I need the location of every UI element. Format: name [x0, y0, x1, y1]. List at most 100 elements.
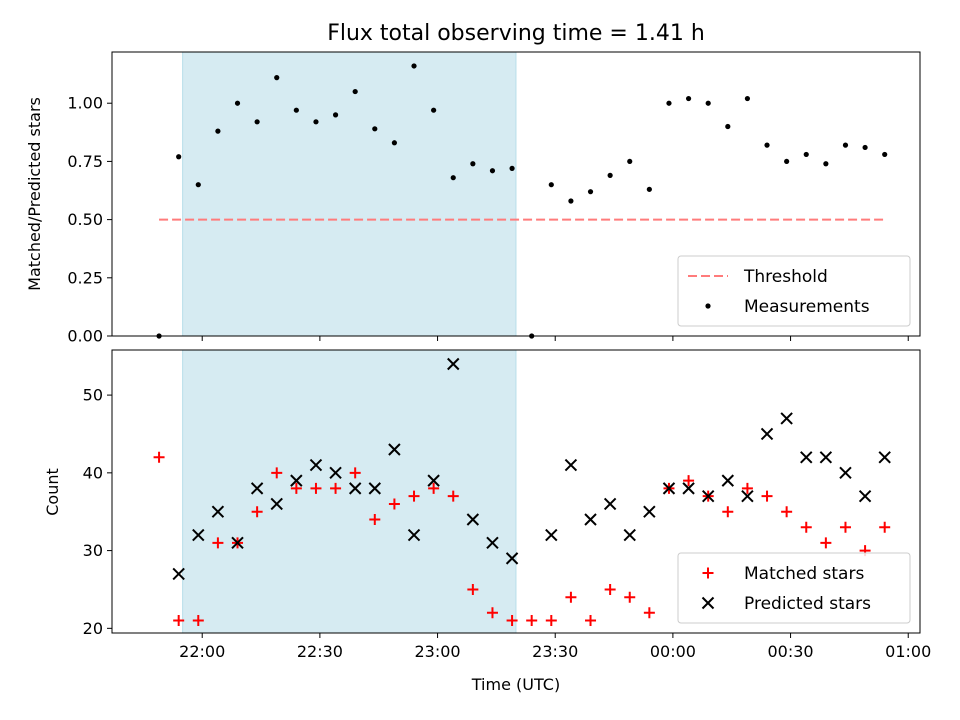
y-tick-label: 40: [83, 463, 103, 482]
data-point: [800, 451, 813, 464]
top-y-axis-label: Matched/Predicted stars: [25, 97, 44, 291]
data-point: [705, 100, 711, 106]
legend-swatch: [701, 596, 715, 610]
data-point: [505, 552, 519, 565]
data-point: [643, 607, 655, 619]
top-panel: Flux total observing time = 1.41 h Match…: [25, 21, 921, 346]
data-point: [391, 140, 398, 146]
data-point: [781, 506, 793, 518]
data-point: [153, 451, 165, 463]
data-point: [764, 142, 770, 148]
x-tick-label: 22:30: [297, 642, 343, 661]
data-point: [486, 607, 498, 619]
data-point: [509, 165, 515, 171]
data-point: [803, 151, 809, 158]
data-point: [643, 505, 656, 518]
legend: Matched stars Predicted stars: [677, 552, 911, 624]
data-point: [173, 615, 185, 627]
legend-label: Predicted stars: [744, 594, 871, 614]
data-point: [329, 466, 342, 480]
y-tick-label: 0.00: [67, 327, 103, 346]
legend-label: Measurements: [744, 297, 870, 317]
x-tick-label: 23:30: [532, 642, 578, 661]
data-point: [313, 119, 319, 125]
data-point: [352, 88, 358, 95]
axes-frame: [111, 349, 921, 634]
bottom-y-axis-label: Count: [43, 468, 62, 516]
data-point: [428, 482, 440, 494]
data-point: [761, 490, 773, 502]
data-point: [486, 536, 499, 550]
data-point: [470, 161, 476, 167]
data-point: [195, 182, 201, 188]
bottom-panel: Count Time (UTC) 20 30 40 50 22:00 22:30 23:00…: [43, 349, 931, 694]
data-point: [878, 451, 891, 464]
data-point: [274, 75, 280, 81]
data-point: [760, 427, 774, 441]
data-point: [408, 490, 420, 502]
y-tick-label: 1.00: [67, 94, 103, 113]
data-point: [212, 537, 224, 549]
data-point: [172, 567, 185, 581]
data-point: [701, 489, 715, 503]
x-tick-label: 00:30: [768, 642, 814, 661]
data-point: [348, 482, 362, 495]
data-point: [585, 615, 597, 627]
data-point: [293, 107, 299, 113]
data-point: [251, 506, 263, 518]
data-point: [431, 107, 437, 113]
data-point: [349, 467, 361, 479]
data-point: [604, 583, 616, 595]
data-point: [215, 128, 221, 134]
data-point: [879, 521, 891, 533]
data-point: [526, 615, 538, 627]
data-point: [607, 172, 613, 178]
y-tick-label: 0.50: [67, 210, 103, 229]
data-point: [584, 513, 597, 526]
data-point: [587, 189, 594, 195]
data-point: [683, 475, 695, 487]
data-point: [722, 506, 734, 518]
data-point: [290, 474, 303, 487]
data-point: [627, 158, 633, 165]
data-point: [548, 182, 554, 188]
x-tick-label: 22:00: [179, 642, 225, 661]
data-point: [842, 142, 849, 148]
y-tick-label: 20: [83, 619, 103, 638]
data-point: [466, 513, 480, 526]
data-point: [839, 521, 851, 533]
data-point: [388, 498, 400, 510]
data-point: [662, 482, 676, 495]
data-point: [211, 505, 225, 518]
legend-swatch: [705, 303, 711, 309]
data-point: [666, 100, 672, 106]
data-point: [744, 95, 751, 102]
data-point: [506, 615, 518, 627]
data-point: [388, 443, 401, 456]
legend-box: [677, 552, 911, 624]
data-point: [682, 482, 695, 495]
y-tick-label: 30: [83, 541, 103, 560]
legend-label: Threshold: [743, 267, 828, 287]
x-tick-label: 01:00: [885, 642, 931, 661]
y-tick-label: 0.25: [67, 268, 103, 287]
data-point: [564, 458, 578, 472]
axes-frame: [111, 51, 921, 337]
data-point: [882, 151, 888, 158]
data-point: [721, 474, 735, 487]
data-point: [784, 158, 790, 165]
x-axis-label: Time (UTC): [471, 675, 560, 694]
observing-span: [182, 51, 517, 337]
data-point: [624, 591, 636, 603]
data-point: [800, 521, 812, 533]
data-point: [411, 63, 417, 69]
data-point: [368, 482, 382, 495]
data-point: [780, 412, 793, 425]
data-point: [858, 489, 872, 503]
data-point: [623, 528, 636, 542]
data-point: [819, 451, 833, 464]
legend-swatch: [702, 567, 714, 579]
x-tick-label: 00:00: [650, 642, 696, 661]
data-point: [427, 474, 440, 487]
